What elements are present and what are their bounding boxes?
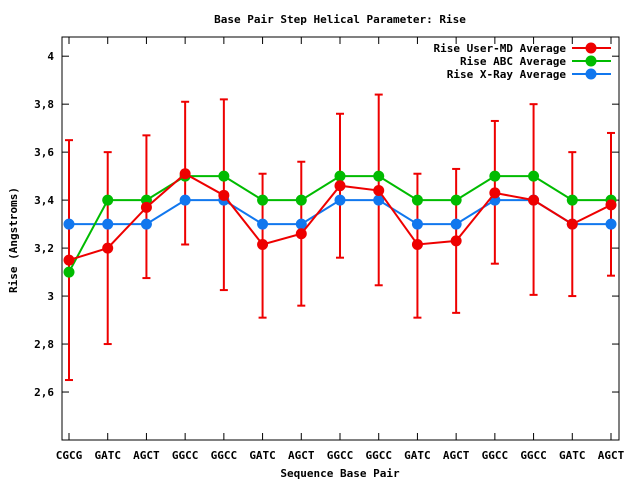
series-point — [450, 218, 462, 230]
x-axis-label: Sequence Base Pair — [280, 467, 400, 480]
series-point — [411, 218, 423, 230]
series-point — [373, 170, 385, 182]
series-point — [605, 199, 617, 211]
series-point — [295, 194, 307, 206]
legend-entry: Rise X-Ray Average — [447, 68, 611, 81]
legend-label: Rise ABC Average — [460, 55, 566, 68]
x-tick-label: GGCC — [520, 449, 547, 462]
chart-title: Base Pair Step Helical Parameter: Rise — [214, 13, 466, 26]
x-tick-label: AGCT — [133, 449, 160, 462]
series-point — [295, 218, 307, 230]
series-point — [489, 170, 501, 182]
legend-marker — [585, 42, 597, 54]
series-point — [102, 242, 114, 254]
series-point — [140, 201, 152, 213]
series-point — [218, 170, 230, 182]
x-tick-label: GATC — [404, 449, 431, 462]
series-point — [528, 194, 540, 206]
series-0 — [63, 168, 617, 266]
y-tick-label: 3,8 — [34, 98, 54, 111]
legend-marker — [585, 68, 597, 80]
y-tick-label: 3 — [47, 290, 54, 303]
x-tick-label: GGCC — [327, 449, 354, 462]
x-tick-label: AGCT — [598, 449, 625, 462]
series-layer — [63, 168, 617, 278]
x-tick-label: AGCT — [288, 449, 315, 462]
y-axis-label: Rise (Angstroms) — [7, 187, 20, 293]
ticks-layer: 2,6 2,8 3 3,2 3,4 3,6 3,8 4 CGCG GATC AGCT GGCC GGCC… — [34, 37, 625, 462]
series-point — [257, 238, 269, 250]
x-tick-label: AGCT — [443, 449, 470, 462]
series-point — [411, 238, 423, 250]
series-point — [179, 194, 191, 206]
series-point — [218, 189, 230, 201]
x-tick-label: GATC — [559, 449, 586, 462]
x-tick-label: GATC — [249, 449, 276, 462]
series-point — [63, 254, 75, 266]
y-tick-label: 2,6 — [34, 386, 54, 399]
x-tick-label: GGCC — [211, 449, 238, 462]
series-point — [450, 235, 462, 247]
legend-marker — [585, 55, 597, 67]
series-point — [63, 218, 75, 230]
series-point — [102, 218, 114, 230]
legend-label: Rise User-MD Average — [434, 42, 567, 55]
x-tick-label: GATC — [94, 449, 121, 462]
series-point — [63, 266, 75, 278]
series-point — [334, 194, 346, 206]
legend-label: Rise X-Ray Average — [447, 68, 567, 81]
y-tick-label: 2,8 — [34, 338, 54, 351]
series-point — [566, 218, 578, 230]
series-point — [295, 228, 307, 240]
y-tick-label: 4 — [47, 50, 54, 63]
series-point — [566, 194, 578, 206]
series-point — [334, 180, 346, 192]
series-point — [489, 187, 501, 199]
series-point — [334, 170, 346, 182]
y-tick-label: 3,6 — [34, 146, 54, 159]
series-point — [528, 170, 540, 182]
series-point — [450, 194, 462, 206]
series-2 — [63, 194, 617, 230]
y-tick-label: 3,4 — [34, 194, 54, 207]
series-point — [140, 218, 152, 230]
series-point — [411, 194, 423, 206]
legend-entry: Rise ABC Average — [460, 55, 611, 68]
y-tick-label: 3,2 — [34, 242, 54, 255]
series-point — [373, 194, 385, 206]
series-point — [257, 194, 269, 206]
series-point — [179, 168, 191, 180]
x-tick-label: GGCC — [482, 449, 509, 462]
series-point — [373, 185, 385, 197]
series-point — [605, 218, 617, 230]
x-tick-label: GGCC — [172, 449, 199, 462]
series-point — [102, 194, 114, 206]
x-tick-label: CGCG — [56, 449, 83, 462]
series-point — [257, 218, 269, 230]
legend-entry: Rise User-MD Average — [434, 42, 611, 55]
x-tick-label: GGCC — [365, 449, 392, 462]
